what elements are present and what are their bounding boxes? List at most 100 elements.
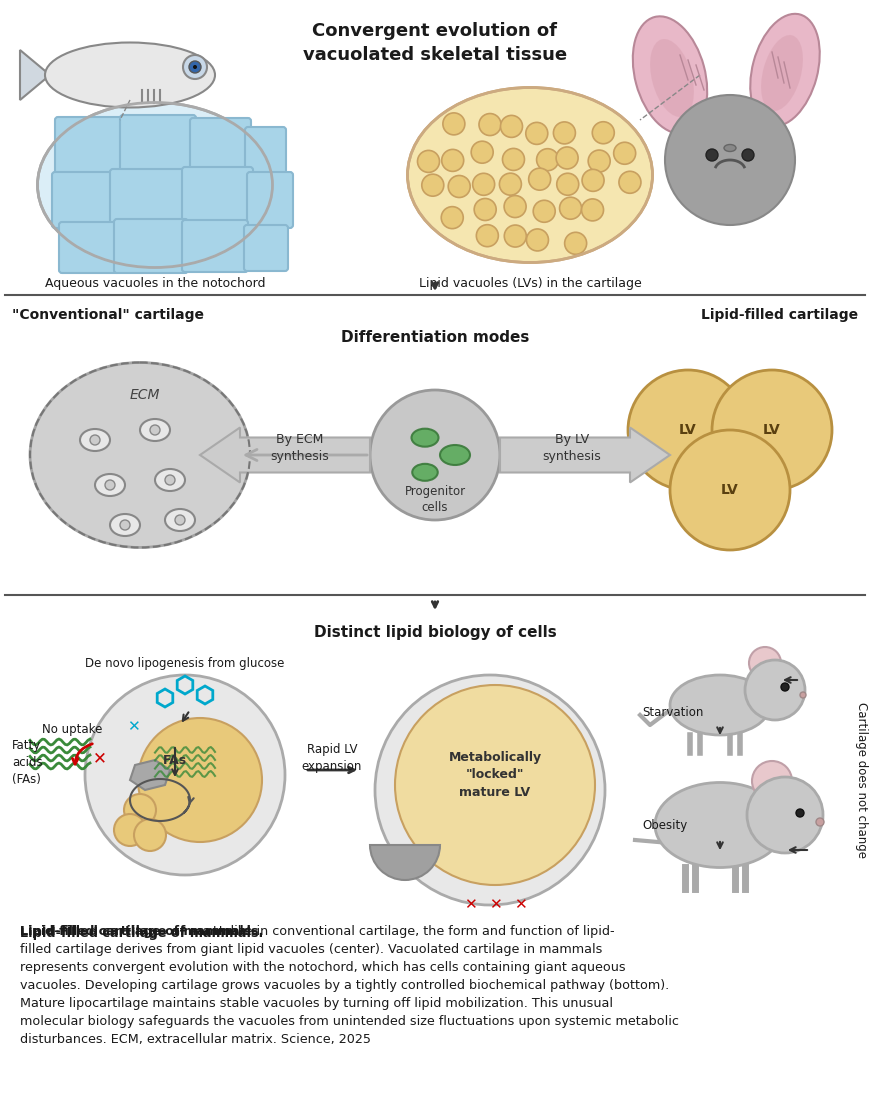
Ellipse shape xyxy=(165,510,195,531)
Circle shape xyxy=(526,229,547,251)
Circle shape xyxy=(587,151,609,172)
Circle shape xyxy=(627,370,747,489)
Circle shape xyxy=(85,675,285,875)
Text: disturbances. ECM, extracellular matrix. Science, 2025: disturbances. ECM, extracellular matrix.… xyxy=(20,1032,370,1046)
FancyArrow shape xyxy=(500,427,669,483)
Text: FAs: FAs xyxy=(163,754,187,766)
Circle shape xyxy=(746,777,822,853)
Ellipse shape xyxy=(654,783,784,867)
Circle shape xyxy=(472,173,494,195)
Ellipse shape xyxy=(669,675,769,735)
Circle shape xyxy=(395,685,594,885)
Circle shape xyxy=(165,475,175,485)
Circle shape xyxy=(613,143,635,164)
Text: represents convergent evolution with the notochord, which has cells containing g: represents convergent evolution with the… xyxy=(20,961,625,975)
Circle shape xyxy=(189,61,201,72)
Text: Progenitor
cells: Progenitor cells xyxy=(404,485,465,514)
Text: Cartilage does not change: Cartilage does not change xyxy=(854,702,867,859)
Text: Aqueous vacuoles in the notochord: Aqueous vacuoles in the notochord xyxy=(44,277,265,290)
Circle shape xyxy=(664,95,794,225)
FancyBboxPatch shape xyxy=(243,225,288,271)
Circle shape xyxy=(369,390,500,520)
Text: Metabolically
"locked"
mature LV: Metabolically "locked" mature LV xyxy=(448,750,541,799)
Polygon shape xyxy=(129,760,169,791)
FancyBboxPatch shape xyxy=(52,172,116,227)
Circle shape xyxy=(555,147,577,169)
Text: Rapid LV
expansion: Rapid LV expansion xyxy=(302,743,362,773)
Circle shape xyxy=(556,173,578,195)
Text: Lipid-filled cartilage of mammals.: Lipid-filled cartilage of mammals. xyxy=(20,927,263,940)
Ellipse shape xyxy=(45,42,215,107)
Circle shape xyxy=(536,148,558,171)
Circle shape xyxy=(795,809,803,817)
Circle shape xyxy=(421,174,443,196)
FancyArrow shape xyxy=(200,427,369,483)
Circle shape xyxy=(105,479,115,489)
Circle shape xyxy=(748,647,780,679)
Circle shape xyxy=(580,198,603,221)
Ellipse shape xyxy=(37,103,272,268)
Circle shape xyxy=(559,197,580,220)
Text: Lipid-filled cartilage of mammals.: Lipid-filled cartilage of mammals. xyxy=(20,925,255,938)
Circle shape xyxy=(741,149,753,161)
Text: molecular biology safeguards the vacuoles from unintended size fluctuations upon: molecular biology safeguards the vacuole… xyxy=(20,1015,678,1028)
Ellipse shape xyxy=(155,469,185,491)
Ellipse shape xyxy=(140,419,169,442)
Ellipse shape xyxy=(749,13,819,126)
Circle shape xyxy=(500,115,522,137)
Text: By ECM
synthesis: By ECM synthesis xyxy=(270,433,329,463)
Circle shape xyxy=(705,149,717,161)
Text: Starvation: Starvation xyxy=(641,707,702,719)
Circle shape xyxy=(175,515,185,525)
Text: ✕: ✕ xyxy=(513,898,526,912)
Circle shape xyxy=(564,232,586,254)
FancyBboxPatch shape xyxy=(59,222,120,273)
Circle shape xyxy=(504,225,526,248)
Text: ✕: ✕ xyxy=(463,898,476,912)
Text: LV: LV xyxy=(762,423,780,437)
Text: By LV
synthesis: By LV synthesis xyxy=(542,433,600,463)
Ellipse shape xyxy=(723,145,735,152)
Circle shape xyxy=(476,225,498,246)
Circle shape xyxy=(711,370,831,489)
Text: ✕: ✕ xyxy=(127,719,139,735)
Circle shape xyxy=(780,683,788,691)
Ellipse shape xyxy=(407,87,652,262)
Circle shape xyxy=(553,122,574,144)
Text: vacuoles. Developing cartilage grows vacuoles by a tightly controlled biochemica: vacuoles. Developing cartilage grows vac… xyxy=(20,979,668,992)
Text: Convergent evolution of
vacuolated skeletal tissue: Convergent evolution of vacuolated skele… xyxy=(302,22,567,64)
Ellipse shape xyxy=(649,39,693,117)
Ellipse shape xyxy=(80,429,109,450)
Circle shape xyxy=(528,168,550,191)
FancyBboxPatch shape xyxy=(247,172,293,227)
Circle shape xyxy=(503,195,526,217)
Circle shape xyxy=(417,151,439,173)
Circle shape xyxy=(375,675,604,905)
Circle shape xyxy=(441,149,463,172)
Text: Differentiation modes: Differentiation modes xyxy=(341,330,528,345)
Circle shape xyxy=(499,173,521,195)
Circle shape xyxy=(124,794,156,826)
Circle shape xyxy=(669,430,789,550)
Wedge shape xyxy=(369,845,440,880)
Ellipse shape xyxy=(760,35,802,112)
Text: Lipid-filled cartilage of mammals.: Lipid-filled cartilage of mammals. xyxy=(20,925,263,938)
Ellipse shape xyxy=(440,445,469,465)
Ellipse shape xyxy=(109,514,140,536)
Text: Lipid vacuoles (LVs) in the cartilage: Lipid vacuoles (LVs) in the cartilage xyxy=(418,277,640,290)
FancyBboxPatch shape xyxy=(182,167,253,227)
Circle shape xyxy=(471,142,493,163)
Text: Mature lipocartilage maintains stable vacuoles by turning off lipid mobilization: Mature lipocartilage maintains stable va… xyxy=(20,997,613,1010)
FancyBboxPatch shape xyxy=(114,219,188,273)
Text: Distinct lipid biology of cells: Distinct lipid biology of cells xyxy=(313,626,556,640)
Ellipse shape xyxy=(30,362,249,547)
Circle shape xyxy=(114,814,146,846)
FancyBboxPatch shape xyxy=(245,127,286,178)
Text: Fatty
acids
(FAs): Fatty acids (FAs) xyxy=(12,739,43,786)
Circle shape xyxy=(448,175,469,197)
Circle shape xyxy=(90,435,100,445)
Polygon shape xyxy=(20,50,50,100)
Circle shape xyxy=(441,206,462,229)
Circle shape xyxy=(182,55,207,79)
Circle shape xyxy=(502,148,524,171)
